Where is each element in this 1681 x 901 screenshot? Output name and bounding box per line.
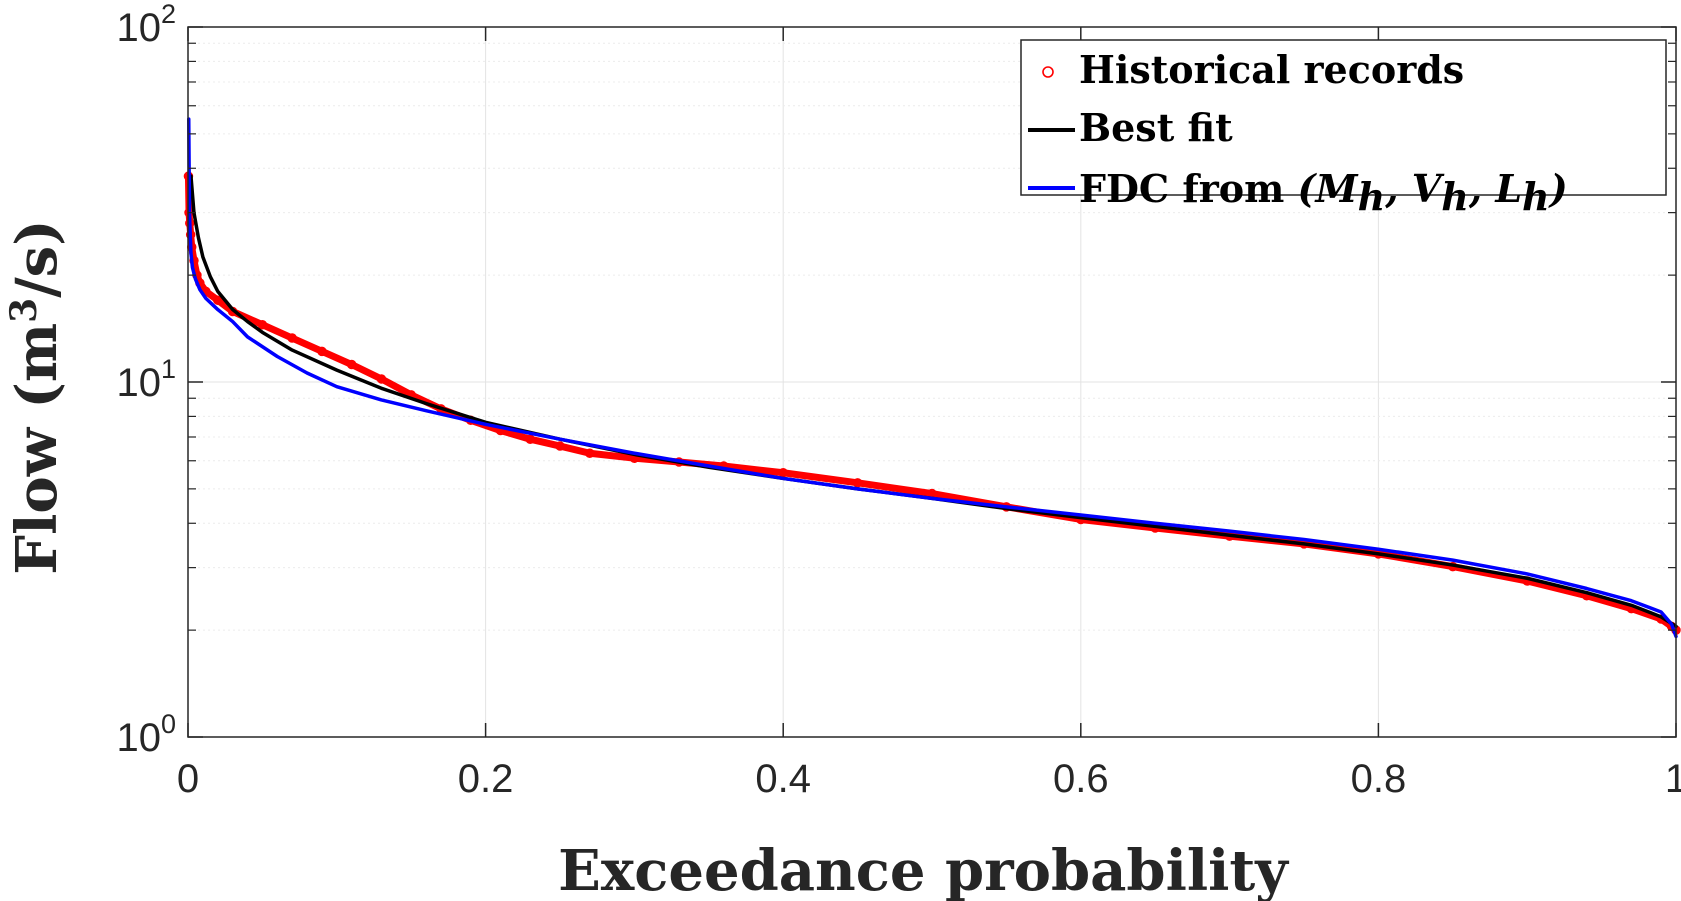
y-axis-label-superscript: 3 — [3, 298, 45, 323]
legend-fdc-v-sub: h — [1441, 174, 1469, 219]
legend-label-historical: Historical records — [1079, 47, 1464, 92]
historical-record-point-11 — [257, 319, 268, 330]
axes-frame — [187, 26, 1677, 738]
legend-fdc-m: M — [1314, 166, 1359, 211]
x-tick-label-1: 0.2 — [458, 757, 514, 801]
historical-record-point-14 — [346, 359, 357, 370]
x-tick-label-2: 0.4 — [755, 757, 811, 801]
legend-fdc-comma-1: , — [1384, 166, 1411, 211]
historical-record-point-21 — [555, 441, 565, 451]
series-line-fdc — [186, 117, 1678, 639]
y-tick-exp-2: 2 — [161, 0, 176, 29]
legend-fdc-prefix: FDC from — [1079, 166, 1284, 211]
historical-record-point-15 — [376, 374, 387, 384]
x-axis-label: Exceedance probability — [558, 838, 1289, 901]
historical-record-point-9 — [213, 295, 223, 305]
legend-fdc-open-paren: ( — [1284, 166, 1317, 211]
legend-box — [1020, 39, 1667, 196]
legend-label-fdc: FDC from (Mh, Vh, Lh) — [1079, 166, 1568, 219]
x-tick-label-0: 0 — [177, 757, 199, 801]
legend-fdc-l-sub: h — [1522, 174, 1550, 219]
plot-series — [183, 117, 1681, 639]
legend-fdc-m-sub: h — [1358, 174, 1386, 219]
x-tick-label-5: 1 — [1665, 757, 1681, 801]
legend-label-best-fit: Best fit — [1079, 105, 1233, 150]
y-tick-label-0: 100 — [116, 709, 176, 760]
y-axis-label: Flow (m3/s) — [3, 219, 70, 574]
legend-fdc-v: V — [1412, 166, 1445, 211]
legend-fdc-comma-2: , — [1468, 166, 1495, 211]
historical-record-point-27 — [852, 478, 863, 488]
y-tick-base-2: 10 — [116, 6, 161, 50]
historical-record-point-22 — [585, 448, 595, 458]
y-tick-exp-1: 1 — [161, 354, 176, 384]
y-tick-base-1: 10 — [116, 361, 161, 405]
y-axis-label-suffix: /s) — [4, 219, 70, 297]
legend-fdc-close-paren: ) — [1548, 166, 1568, 211]
legend: Historical records Best fit FDC from (Mh… — [1020, 39, 1667, 219]
y-tick-exp-0: 0 — [161, 709, 176, 739]
historical-record-point-12 — [287, 333, 297, 343]
y-axis-label-prefix: Flow (m — [4, 323, 70, 575]
historical-record-point-13 — [317, 346, 327, 357]
x-tick-label-3: 0.6 — [1053, 757, 1109, 801]
x-tick-label-4: 0.8 — [1351, 757, 1407, 801]
y-tick-label-2: 102 — [116, 0, 176, 50]
y-tick-label-1: 101 — [116, 354, 176, 405]
legend-marker-historical — [1042, 66, 1054, 78]
historical-record-point-20 — [525, 434, 535, 444]
y-tick-base-0: 10 — [116, 716, 161, 760]
legend-fdc-l: L — [1494, 166, 1522, 211]
